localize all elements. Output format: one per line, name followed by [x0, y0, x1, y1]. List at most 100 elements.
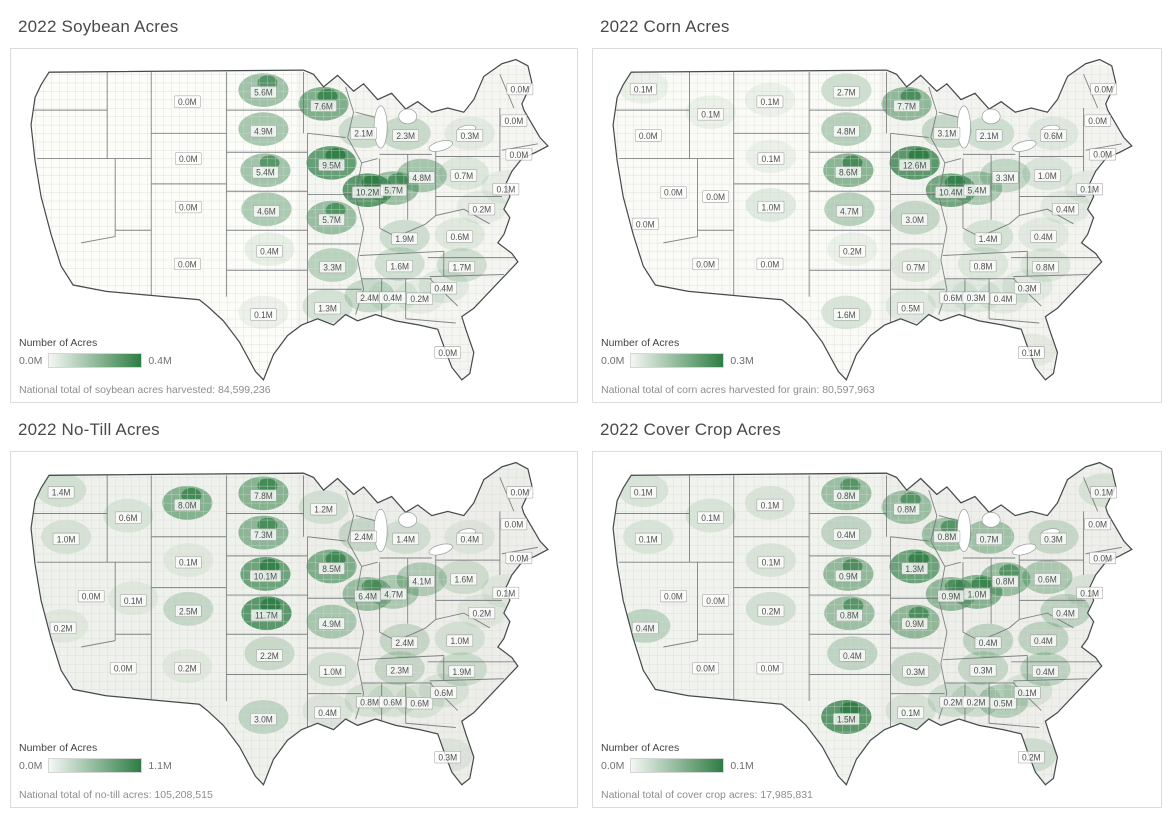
- state-value-label-NE: 10.1M: [249, 569, 282, 583]
- svg-text:0.4M: 0.4M: [1034, 636, 1053, 646]
- state-value-label-WI: 2.1M: [350, 127, 377, 140]
- svg-text:4.8M: 4.8M: [412, 173, 431, 183]
- panel-title: 2022 No-Till Acres: [18, 420, 160, 439]
- svg-text:0.1M: 0.1M: [124, 596, 143, 606]
- state-value-label-MD: 0.4M: [1052, 203, 1079, 216]
- svg-text:0.1M: 0.1M: [701, 513, 720, 523]
- state-value-label-MA: 0.0M: [1089, 551, 1117, 565]
- state-value-label-AL: 0.2M: [962, 695, 990, 709]
- svg-text:0.0M: 0.0M: [510, 553, 529, 563]
- state-value-label-OH: 4.8M: [408, 171, 435, 184]
- svg-text:0.1M: 0.1M: [762, 154, 781, 164]
- legend-gradient-bar: [630, 353, 725, 368]
- state-value-label-WI: 0.8M: [933, 530, 961, 543]
- state-value-label-UT: 0.0M: [702, 594, 729, 607]
- svg-text:3.1M: 3.1M: [937, 128, 956, 138]
- svg-text:3.3M: 3.3M: [323, 262, 342, 272]
- svg-text:11.7M: 11.7M: [255, 610, 278, 620]
- svg-text:0.3M: 0.3M: [906, 667, 925, 677]
- state-value-label-OK: 0.4M: [256, 245, 283, 258]
- state-value-label-MI: 2.1M: [975, 129, 1003, 142]
- state-value-label-IN: 4.7M: [380, 587, 407, 601]
- state-value-label-AR: 0.7M: [902, 261, 930, 274]
- state-value-label-NH: 0.0M: [1084, 517, 1111, 531]
- state-value-label-CO: 2.5M: [175, 604, 202, 618]
- svg-text:3.0M: 3.0M: [905, 215, 924, 225]
- svg-text:1.3M: 1.3M: [905, 564, 924, 574]
- svg-text:1.6M: 1.6M: [390, 261, 409, 271]
- svg-text:2.3M: 2.3M: [396, 131, 415, 141]
- state-value-label-WA: 1.4M: [47, 486, 75, 499]
- svg-text:0.7M: 0.7M: [906, 262, 925, 272]
- svg-text:0.0M: 0.0M: [706, 596, 725, 606]
- svg-text:0.0M: 0.0M: [664, 187, 683, 197]
- svg-text:0.8M: 0.8M: [897, 504, 916, 514]
- legend-max-label: 0.4M: [148, 354, 172, 367]
- svg-text:5.4M: 5.4M: [968, 185, 987, 195]
- choropleth-map-cover-crop[interactable]: 0.1M 0.1M 0.4M 0.0M 0.1M 0.0M 0.0M 0.1M 0.1M 0.2M…: [593, 452, 1161, 807]
- map-card: 0.0M 0.0M 0.0M 0.0M 5.6M 4.9M 5.4M 4.6M 0.4M 0.1M…: [10, 48, 578, 403]
- svg-text:0.0M: 0.0M: [511, 487, 530, 497]
- svg-text:4.8M: 4.8M: [837, 126, 856, 136]
- svg-text:0.0M: 0.0M: [706, 192, 725, 202]
- state-value-label-KY: 2.4M: [391, 636, 418, 649]
- state-value-label-MI: 2.3M: [392, 129, 419, 142]
- legend-max-label: 0.3M: [730, 354, 754, 367]
- legend-gradient-bar: [48, 353, 143, 368]
- svg-text:0.4M: 0.4M: [434, 283, 453, 293]
- state-value-label-MO: 4.9M: [318, 617, 345, 630]
- svg-text:0.4M: 0.4M: [979, 638, 998, 648]
- state-value-label-AZ: 0.0M: [692, 257, 719, 271]
- state-value-label-GA: 0.4M: [989, 292, 1017, 305]
- state-value-label-NV: 0.0M: [660, 590, 687, 603]
- state-value-label-SD: 4.9M: [250, 125, 277, 138]
- choropleth-map-corn[interactable]: 0.1M 0.0M 0.0M 0.0M 0.1M 0.0M 0.0M 0.1M 0.1M 1.0M…: [593, 49, 1161, 402]
- svg-text:8.0M: 8.0M: [178, 500, 197, 510]
- state-value-label-MO: 5.7M: [318, 213, 345, 226]
- svg-text:2.1M: 2.1M: [980, 131, 999, 141]
- state-value-label-MS: 0.8M: [356, 695, 383, 709]
- svg-text:1.0M: 1.0M: [57, 534, 76, 544]
- state-value-label-NM: 0.2M: [174, 662, 201, 675]
- state-value-label-ID: 0.1M: [697, 511, 724, 524]
- state-value-label-WA: 0.1M: [629, 486, 657, 499]
- state-value-label-MS: 0.2M: [939, 695, 967, 709]
- svg-text:0.6M: 0.6M: [1044, 131, 1063, 141]
- svg-text:0.2M: 0.2M: [1022, 752, 1041, 762]
- svg-text:0.0M: 0.0M: [696, 259, 715, 269]
- svg-text:5.7M: 5.7M: [384, 185, 403, 195]
- state-value-label-TX: 3.0M: [250, 712, 277, 726]
- state-value-label-MS: 0.6M: [939, 291, 967, 304]
- state-value-label-GA: 0.6M: [406, 697, 433, 710]
- svg-text:1.4M: 1.4M: [396, 534, 415, 544]
- state-value-label-IA: 9.5M: [318, 158, 345, 171]
- choropleth-map-soybean[interactable]: 0.0M 0.0M 0.0M 0.0M 5.6M 4.9M 5.4M 4.6M 0.4M 0.1M…: [11, 49, 577, 402]
- state-value-label-KS: 0.8M: [836, 609, 863, 622]
- svg-text:7.7M: 7.7M: [897, 101, 916, 111]
- map-legend: Number of Acres 0.0M 1.1M: [19, 742, 172, 773]
- state-value-label-MN: 7.6M: [310, 99, 337, 112]
- state-value-label-ND: 0.8M: [833, 489, 860, 502]
- state-value-label-MN: 7.7M: [893, 99, 920, 112]
- svg-text:0.4M: 0.4M: [460, 534, 479, 544]
- svg-text:2.4M: 2.4M: [395, 638, 414, 648]
- state-value-label-NH: 0.0M: [500, 517, 528, 531]
- svg-text:10.4M: 10.4M: [939, 187, 962, 197]
- svg-text:1.9M: 1.9M: [452, 667, 471, 677]
- state-value-label-NV: 0.0M: [660, 186, 687, 199]
- choropleth-map-no-till[interactable]: 1.4M 1.0M 0.2M 0.0M 0.6M 0.1M 0.0M 8.0M 0.1M 2.5M…: [11, 452, 577, 807]
- svg-text:0.0M: 0.0M: [511, 84, 530, 94]
- svg-text:1.6M: 1.6M: [454, 574, 473, 584]
- svg-text:0.0M: 0.0M: [1093, 150, 1112, 160]
- svg-text:2.2M: 2.2M: [260, 651, 279, 661]
- national-total-caption: National total of soybean acres harveste…: [19, 384, 271, 396]
- svg-text:6.4M: 6.4M: [358, 591, 377, 601]
- state-value-label-NC: 0.4M: [1032, 665, 1059, 678]
- legend-title: Number of Acres: [601, 337, 680, 349]
- state-value-label-NJ: 0.1M: [492, 183, 520, 196]
- panel-soybean-acres: 2022 Soybean Acres 0.0M 0.0M 0.0M 0.0M 5.6M 4…: [10, 4, 578, 403]
- svg-text:0.1M: 0.1M: [639, 534, 658, 544]
- state-value-label-OH: 3.3M: [991, 171, 1019, 184]
- svg-text:0.4M: 0.4M: [260, 246, 279, 256]
- svg-text:2.4M: 2.4M: [360, 293, 379, 303]
